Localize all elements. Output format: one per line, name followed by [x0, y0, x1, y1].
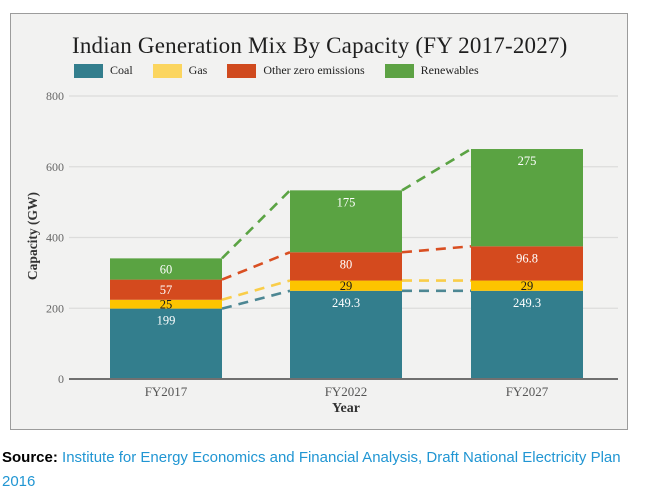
x-tick-label: FY2027	[506, 384, 549, 399]
source-link[interactable]: Institute for Energy Economics and Finan…	[2, 449, 621, 486]
bar-segment	[471, 246, 583, 281]
chart-title: Indian Generation Mix By Capacity (FY 20…	[72, 33, 568, 58]
segment-value-label: 275	[518, 154, 537, 168]
dashed-connector	[221, 289, 291, 310]
source-link-line1: Institute for Energy Economics and Finan…	[62, 449, 621, 466]
legend-label: Other zero emissions	[263, 63, 365, 77]
segment-value-label: 80	[340, 257, 353, 271]
source-link-line2: 2016	[2, 473, 36, 486]
segment-value-label: 96.8	[516, 251, 538, 265]
bar-segment	[471, 290, 583, 379]
segment-value-label: 29	[340, 279, 353, 293]
x-tick-label: FY2022	[325, 384, 368, 399]
y-tick-label: 200	[46, 301, 64, 315]
bar-segment	[471, 280, 583, 291]
y-tick-label: 400	[46, 231, 64, 245]
x-axis-title: Year	[332, 401, 360, 416]
dashed-connector	[401, 245, 472, 254]
segment-value-label: 249.3	[332, 296, 360, 310]
source-attribution: Source: Institute for Energy Economics a…	[2, 446, 642, 486]
bar-segment	[290, 252, 402, 281]
gas-swatch-icon	[152, 63, 182, 78]
y-tick-label: 600	[46, 160, 64, 174]
dashed-connector	[221, 251, 291, 281]
other-zero-emissions-swatch-icon	[227, 63, 257, 78]
legend-item-gas: Gas	[152, 63, 208, 78]
dashed-connector	[401, 147, 472, 192]
dashed-connector	[221, 189, 291, 260]
legend-item-renewables: Renewables	[384, 63, 479, 78]
segment-value-label: 60	[160, 262, 173, 276]
legend-item-coal: Coal	[74, 63, 133, 78]
legend-label: Renewables	[420, 63, 479, 77]
bar-segment	[110, 299, 222, 309]
segment-value-label: 175	[337, 195, 356, 209]
bar-segment	[110, 279, 222, 300]
bar-segment	[471, 149, 583, 247]
bar-segment	[110, 308, 222, 379]
y-axis-title: Capacity (GW)	[25, 191, 40, 281]
bar-segment	[290, 190, 402, 253]
chart-panel: 0 200 400 600 800 199 249.3 249.3 25 29 29 57 80 96.8…	[10, 13, 628, 430]
segment-value-label: 199	[157, 314, 176, 328]
segment-value-label: 25	[160, 298, 173, 312]
bar-segment	[290, 290, 402, 379]
source-label: Source:	[2, 449, 58, 466]
dashed-connector	[221, 279, 291, 302]
bar-segment	[110, 258, 222, 280]
bar-segment	[290, 280, 402, 291]
x-tick-label: FY2017	[145, 384, 188, 399]
y-tick-label: 800	[46, 89, 64, 103]
chart-legend: Coal Gas Other zero emissions Renewables	[74, 63, 479, 78]
legend-item-other-zero-emissions: Other zero emissions	[227, 63, 365, 78]
coal-swatch-icon	[74, 63, 103, 78]
segment-value-label: 57	[160, 283, 173, 297]
chart-plot-area: 0 200 400 600 800 199 249.3 249.3 25 29 29 57 80 96.8…	[46, 89, 618, 399]
segment-value-label: 29	[521, 279, 534, 293]
y-tick-label: 0	[58, 372, 64, 386]
legend-label: Coal	[110, 63, 133, 77]
segment-value-label: 249.3	[513, 296, 541, 310]
renewables-swatch-icon	[384, 63, 414, 78]
legend-label: Gas	[188, 63, 208, 77]
